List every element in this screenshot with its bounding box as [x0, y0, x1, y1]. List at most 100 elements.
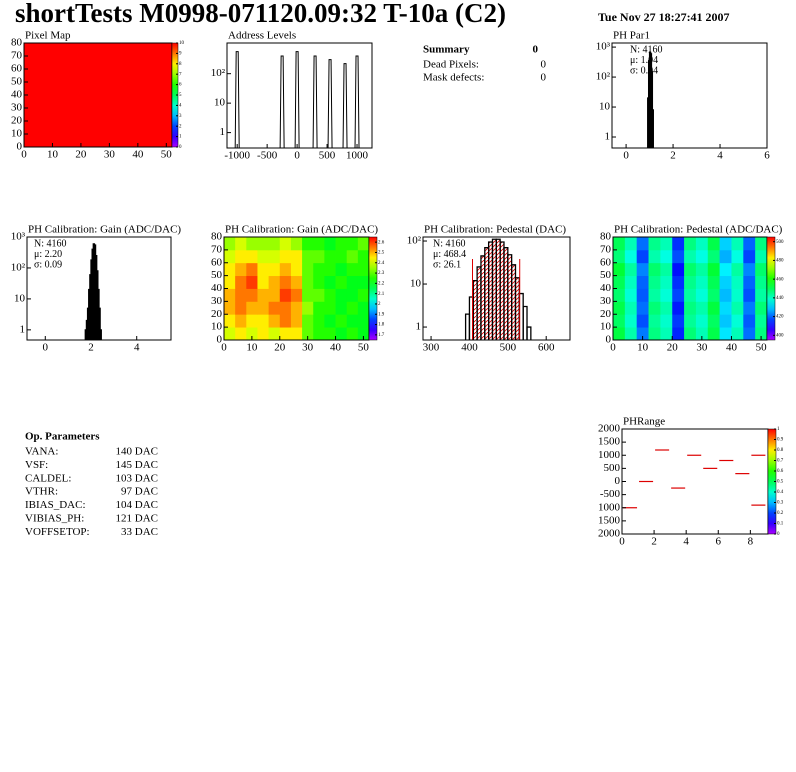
heatmap-cell [357, 327, 370, 341]
panel-title: PH Calibration: Gain (ADC/DAC) [28, 224, 181, 236]
y-tick-label: 1 [605, 131, 611, 143]
z-tick-label: 420 [776, 315, 784, 320]
heatmap-cell [246, 275, 258, 289]
x-tick-label: 1000 [346, 150, 369, 162]
z-tick-label: 4 [179, 104, 182, 109]
heatmap-cell [235, 301, 247, 315]
x-tick-label: 500 [319, 150, 336, 162]
heatmap-cell [224, 288, 236, 302]
parameter-value: 121 DAC [116, 513, 158, 525]
heatmap-cell [324, 237, 336, 251]
heatmap-cell [268, 288, 281, 302]
y-tick-label: 10² [11, 261, 26, 273]
heatmap-cell [357, 288, 370, 302]
spike [327, 59, 333, 149]
heatmap-cell [235, 288, 247, 302]
x-tick-label: 8 [748, 536, 754, 548]
heatmap-cell [731, 275, 744, 289]
y-tick-label: 30 [11, 102, 23, 114]
z-tick-label: 2.6 [378, 240, 385, 245]
panel-title: Address Levels [228, 30, 296, 42]
z-tick-label: 9 [179, 52, 182, 57]
y-tick-label: 10 [211, 321, 223, 333]
heatmap-cell [755, 301, 768, 315]
heatmap-cell [290, 249, 303, 264]
x-tick-label: 50 [756, 342, 768, 354]
heatmap-cell [660, 327, 673, 341]
panel-title: PH Calibration: Pedestal (ADC/DAC) [614, 224, 783, 236]
heatmap-cell [743, 237, 756, 251]
heatmap-cell [290, 237, 303, 251]
heatmap-cell [719, 288, 732, 302]
y-tick-label: 80 [11, 37, 23, 49]
heatmap-cell [695, 237, 709, 251]
heatmap-cell [731, 249, 744, 264]
spike [234, 51, 240, 149]
heatmap-cell [324, 301, 336, 315]
heatmap-cell [224, 314, 236, 328]
heatmap-cell [235, 262, 247, 277]
heatmap-cell [346, 314, 359, 328]
heatmap-cell [743, 249, 756, 264]
heatmap-cell [648, 288, 661, 302]
x-tick-label: 10 [47, 149, 59, 161]
page-title: shortTests M0998-071120.09:32 T-10a (C2) [15, 0, 506, 28]
heatmap-cell [719, 275, 732, 289]
heatmap-cell [731, 288, 744, 302]
heatmap-cell [624, 237, 638, 251]
y-tick-label: 80 [211, 231, 223, 243]
parameter-value: 103 DAC [116, 472, 158, 484]
heatmap-cell [257, 262, 270, 277]
histogram-bin [522, 305, 528, 340]
heatmap-cell [224, 327, 236, 341]
heatmap-cell [660, 262, 673, 277]
heatmap-cell [624, 314, 638, 328]
z-tick-label: 8 [179, 62, 182, 67]
heatmap-cell [695, 288, 709, 302]
stats-entry: σ: 0.04 [630, 65, 658, 76]
y-tick-label: 1 [20, 323, 26, 335]
y-tick-label: 2000 [598, 423, 621, 435]
stats-entry: μ: 1.04 [630, 55, 658, 66]
heatmap-cell [279, 275, 292, 289]
heatmap-cell [707, 314, 721, 328]
heatmap-cell [302, 288, 314, 302]
parameter-value: 145 DAC [116, 459, 158, 471]
heatmap-cell [660, 237, 673, 251]
summary-total: 0 [533, 44, 539, 56]
x-tick-label: -1000 [224, 150, 250, 162]
panel-title: PH Calibration: Pedestal (DAC) [424, 224, 566, 236]
heatmap-cell [279, 249, 292, 264]
heatmap-cell [335, 288, 348, 302]
heatmap-cell [224, 262, 236, 277]
y-tick-label: 50 [11, 76, 23, 88]
heatmap-cell [684, 262, 697, 277]
heatmap-cell [636, 301, 649, 315]
heatmap-cell [279, 314, 292, 328]
heatmap-cell [660, 275, 673, 289]
heatmap-cell [335, 262, 348, 277]
x-tick-label: 600 [538, 342, 555, 354]
parameter-value: 33 DAC [121, 526, 158, 538]
heatmap-cell [755, 288, 768, 302]
y-tick-label: 60 [11, 63, 23, 75]
x-tick-label: 40 [726, 342, 738, 354]
y-tick-label: 30 [211, 295, 223, 307]
heatmap-cell [636, 249, 649, 264]
x-tick-label: 300 [423, 342, 440, 354]
z-tick-label: 0.4 [777, 490, 784, 495]
panel-title: PHRange [623, 416, 665, 428]
y-tick-label: 10³ [596, 41, 611, 53]
heatmap-cell [719, 262, 732, 277]
heatmap-cell [613, 288, 626, 302]
heatmap-cell [357, 301, 370, 315]
heatmap-cell [636, 288, 649, 302]
parameter-name: IBIAS_DAC: [25, 499, 86, 511]
heatmap-cell [624, 327, 638, 341]
heatmap-cell [636, 275, 649, 289]
heatmap-cell [684, 327, 697, 341]
heatmap-cell [636, 262, 649, 277]
heatmap-cell [648, 314, 661, 328]
heatmap-cell [346, 288, 359, 302]
heatmap-cell [24, 43, 173, 148]
